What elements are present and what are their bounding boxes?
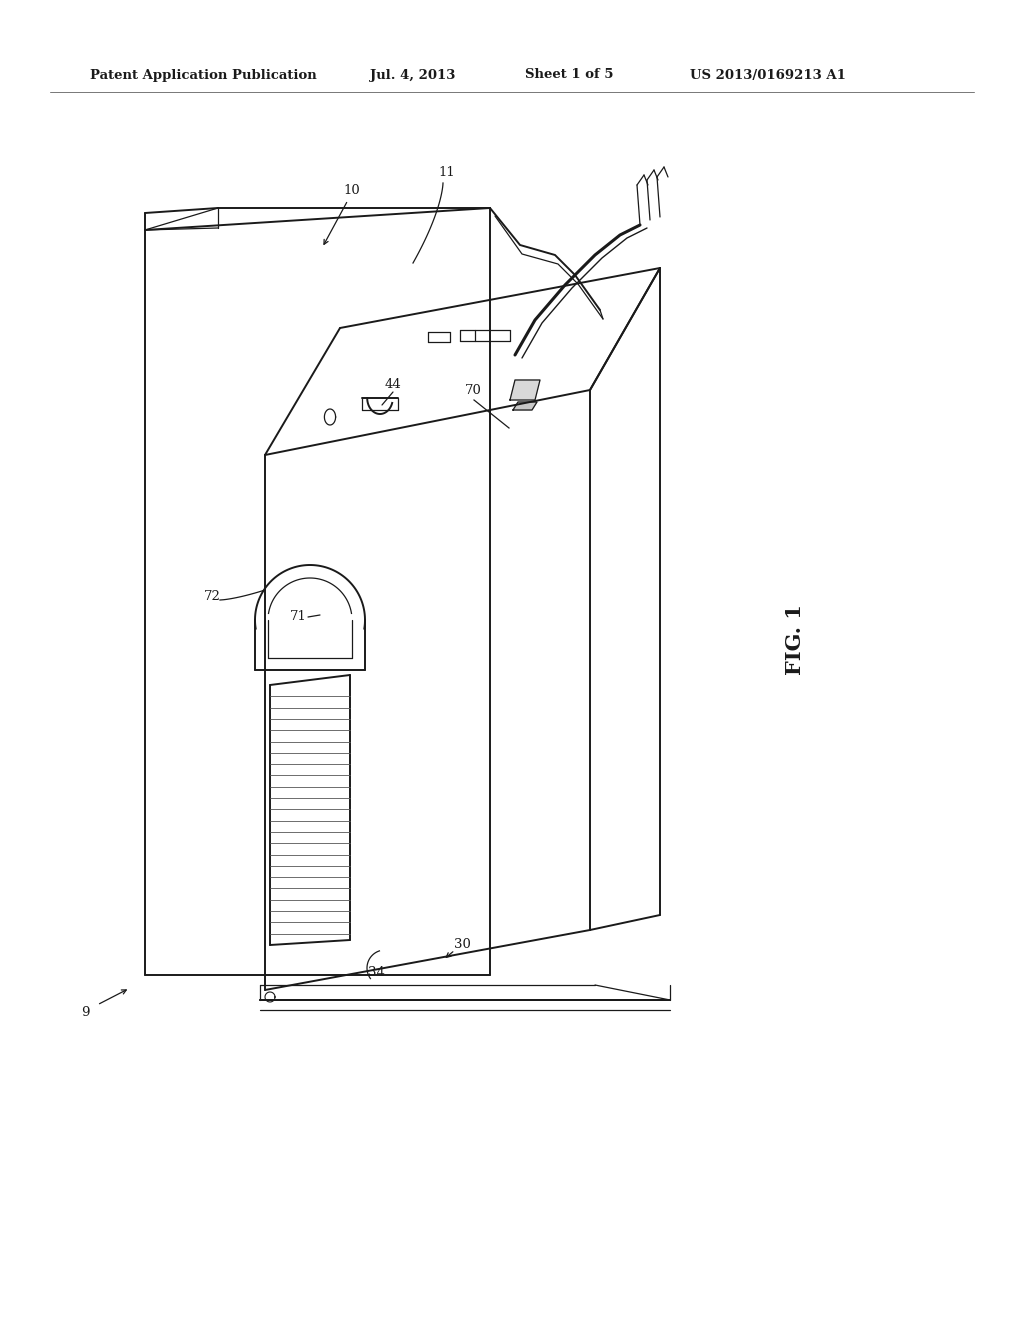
Text: FIG. 1: FIG. 1 — [785, 605, 805, 676]
Text: 11: 11 — [438, 166, 456, 180]
Text: Patent Application Publication: Patent Application Publication — [90, 69, 316, 82]
Polygon shape — [513, 403, 537, 411]
Text: 71: 71 — [290, 610, 306, 623]
Polygon shape — [510, 380, 540, 400]
Text: 30: 30 — [454, 939, 470, 952]
Text: US 2013/0169213 A1: US 2013/0169213 A1 — [690, 69, 846, 82]
Text: 34: 34 — [368, 966, 384, 979]
Text: 44: 44 — [385, 378, 401, 391]
Text: 70: 70 — [465, 384, 481, 396]
Text: 72: 72 — [204, 590, 220, 603]
Text: 10: 10 — [344, 183, 360, 197]
Text: 9: 9 — [81, 1006, 89, 1019]
Text: Sheet 1 of 5: Sheet 1 of 5 — [525, 69, 613, 82]
Text: Jul. 4, 2013: Jul. 4, 2013 — [370, 69, 456, 82]
